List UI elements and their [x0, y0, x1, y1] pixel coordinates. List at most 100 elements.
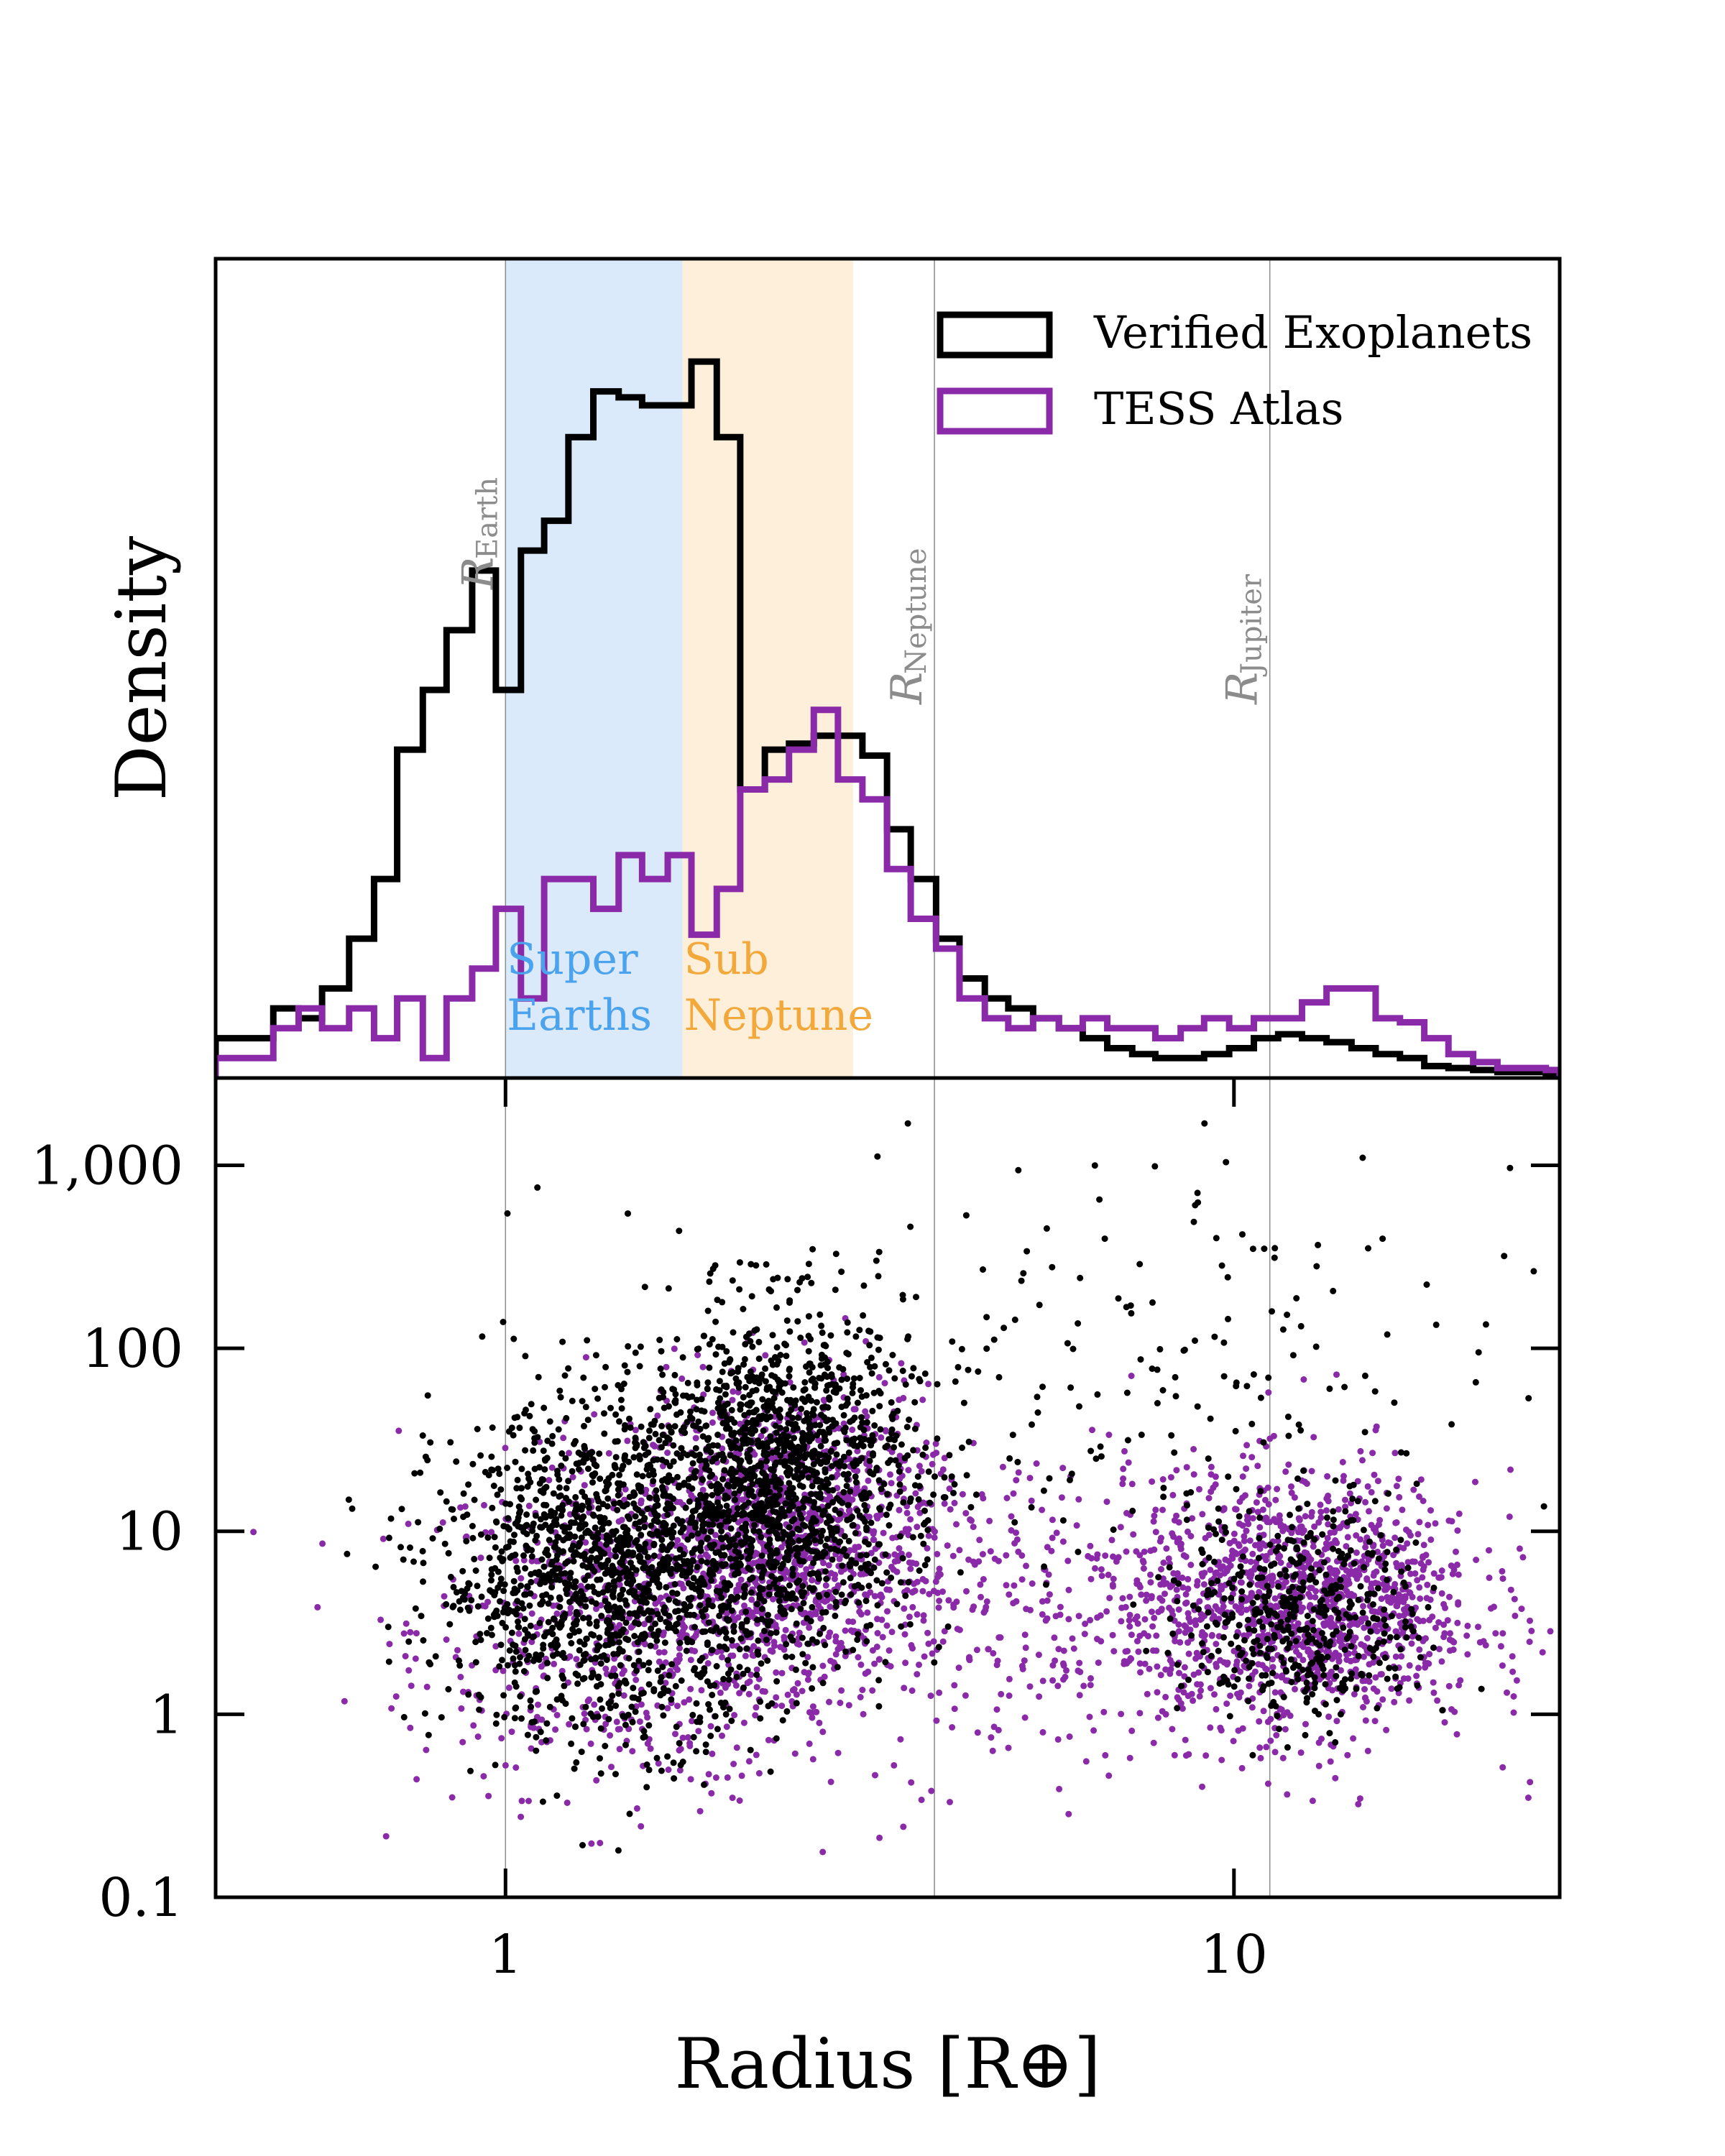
scatter-point: [754, 1616, 761, 1623]
scatter-point: [1135, 1648, 1142, 1655]
scatter-point: [566, 1580, 572, 1588]
scatter-point: [1087, 1616, 1094, 1623]
scatter-point: [591, 1701, 598, 1708]
scatter-point: [683, 1647, 690, 1654]
scatter-point: [884, 1608, 891, 1615]
scatter-point: [1353, 1532, 1360, 1539]
scatter-point: [472, 1659, 479, 1666]
legend-label-0: Verified Exoplanets: [1093, 306, 1532, 359]
scatter-point: [405, 1520, 412, 1527]
scatter-point: [832, 1571, 839, 1578]
scatter-point: [1133, 1580, 1141, 1588]
scatter-point: [678, 1677, 685, 1684]
scatter-point: [1323, 1495, 1330, 1502]
scatter-point: [615, 1690, 622, 1697]
scatter-point: [1519, 1554, 1527, 1561]
scatter-point: [1217, 1724, 1224, 1731]
scatter-point: [806, 1554, 814, 1562]
scatter-point: [604, 1601, 612, 1608]
scatter-point: [1325, 1521, 1332, 1528]
scatter-point: [758, 1660, 765, 1667]
scatter-point: [1242, 1492, 1248, 1499]
scatter-point: [806, 1740, 813, 1747]
scatter-point: [1069, 1635, 1076, 1642]
scatter-point: [1292, 1685, 1298, 1692]
scatter-point: [1455, 1601, 1462, 1608]
scatter-point: [1427, 1507, 1434, 1514]
scatter-point: [638, 1823, 645, 1830]
scatter-point: [1392, 1450, 1399, 1457]
scatter-point: [1120, 1465, 1127, 1473]
scatter-point: [615, 1518, 622, 1525]
scatter-point: [1119, 1595, 1126, 1602]
scatter-point: [423, 1683, 431, 1690]
scatter-point: [1021, 1631, 1029, 1639]
scatter-point: [1151, 1512, 1158, 1519]
scatter-point: [1417, 1560, 1425, 1567]
scatter-point: [1360, 1603, 1366, 1610]
scatter-point: [1054, 1682, 1062, 1690]
scatter-point: [556, 1595, 564, 1603]
scatter-point: [753, 1684, 760, 1691]
scatter-point: [1182, 1590, 1190, 1598]
scatter-point: [597, 1725, 604, 1732]
scatter-point: [1182, 1629, 1189, 1636]
scatter-point: [512, 1557, 520, 1565]
scatter-point: [1449, 1637, 1456, 1644]
scatter-point: [493, 1711, 500, 1718]
scatter-point: [1282, 1726, 1289, 1733]
scatter-point: [561, 1372, 569, 1379]
scatter-point: [974, 1729, 981, 1736]
scatter-point: [448, 1794, 456, 1801]
scatter-point: [1218, 1586, 1225, 1593]
scatter-point: [1049, 1516, 1056, 1524]
scatter-point: [512, 1704, 520, 1711]
scatter-point: [796, 1629, 803, 1636]
scatter-point: [1128, 1480, 1136, 1488]
scatter-point: [1282, 1468, 1289, 1475]
scatter-point: [559, 1501, 566, 1508]
scatter-point: [1406, 1697, 1413, 1704]
scatter-point: [636, 1718, 643, 1726]
scatter-point: [386, 1641, 393, 1648]
scatter-point: [655, 1628, 662, 1635]
scatter-point: [516, 1424, 523, 1432]
scatter-point: [1109, 1631, 1116, 1639]
scatter-point: [993, 1706, 1000, 1713]
scatter-point: [594, 1576, 601, 1583]
scatter-point: [896, 1545, 903, 1552]
scatter-point: [554, 1471, 561, 1478]
scatter-point: [1208, 1471, 1215, 1478]
scatter-point: [1244, 1513, 1251, 1520]
scatter-point: [687, 1657, 694, 1664]
scatter-point: [518, 1485, 525, 1492]
scatter-point: [1103, 1498, 1110, 1506]
scatter-point: [605, 1450, 612, 1457]
scatter-point: [572, 1493, 579, 1501]
scatter-point: [463, 1538, 470, 1544]
scatter-point: [722, 1684, 729, 1691]
scatter-point: [650, 1442, 656, 1449]
scatter-point: [854, 1468, 861, 1475]
label-r-jupiter: R: [1218, 672, 1268, 705]
scatter-point: [1309, 1797, 1316, 1805]
scatter-point: [902, 1659, 909, 1667]
scatter-point: [635, 1482, 642, 1489]
scatter-point: [1381, 1611, 1389, 1618]
scatter-point: [725, 1676, 732, 1683]
scatter-point: [931, 1534, 938, 1541]
scatter-point: [1006, 1675, 1013, 1682]
scatter-point: [1174, 1539, 1181, 1546]
scatter-point: [674, 1473, 681, 1480]
scatter-point: [1064, 1557, 1072, 1565]
scatter-point: [717, 1689, 724, 1696]
scatter-point: [978, 1593, 984, 1600]
scatter-point: [633, 1805, 640, 1812]
scatter-point: [618, 1609, 625, 1616]
scatter-point: [1269, 1656, 1276, 1663]
scatter-point: [505, 1515, 512, 1522]
scatter-point: [566, 1720, 573, 1728]
scatter-point: [609, 1692, 616, 1700]
scatter-point: [832, 1638, 840, 1645]
